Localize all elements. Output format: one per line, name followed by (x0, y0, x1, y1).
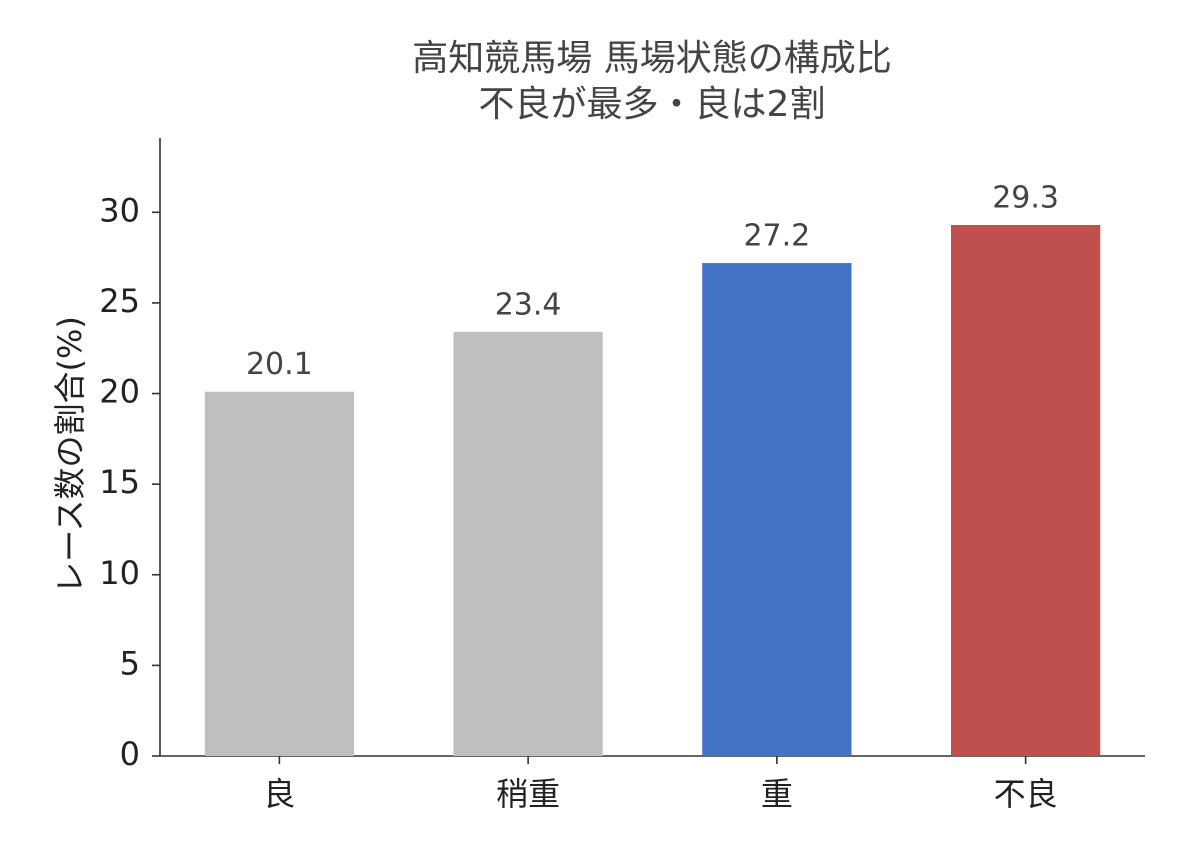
y-tick-label: 5 (120, 644, 140, 682)
bar (951, 224, 1101, 756)
value-label: 23.4 (495, 287, 562, 322)
x-tick-label: 不良 (994, 775, 1058, 813)
y-tick-label: 25 (99, 282, 140, 320)
bar (453, 331, 603, 756)
x-tick-label: 稍重 (496, 775, 560, 813)
value-label: 27.2 (743, 219, 810, 254)
value-label: 20.1 (246, 347, 313, 382)
y-axis-label: レース数の割合(%) (51, 316, 89, 594)
y-tick-label: 0 (120, 735, 140, 773)
y-tick-label: 10 (99, 554, 140, 592)
y-tick-label: 15 (99, 463, 140, 501)
x-tick-label: 重 (761, 775, 793, 813)
y-tick-label: 30 (99, 191, 140, 229)
bar (702, 263, 852, 756)
chart-subtitle: 不良が最多・良は2割 (479, 84, 826, 125)
chart-title: 高知競馬場 馬場状態の構成比 (412, 38, 891, 79)
y-tick-label: 20 (99, 373, 140, 411)
x-tick-label: 良 (263, 775, 295, 813)
bar (204, 391, 354, 756)
value-label: 29.3 (992, 180, 1059, 215)
